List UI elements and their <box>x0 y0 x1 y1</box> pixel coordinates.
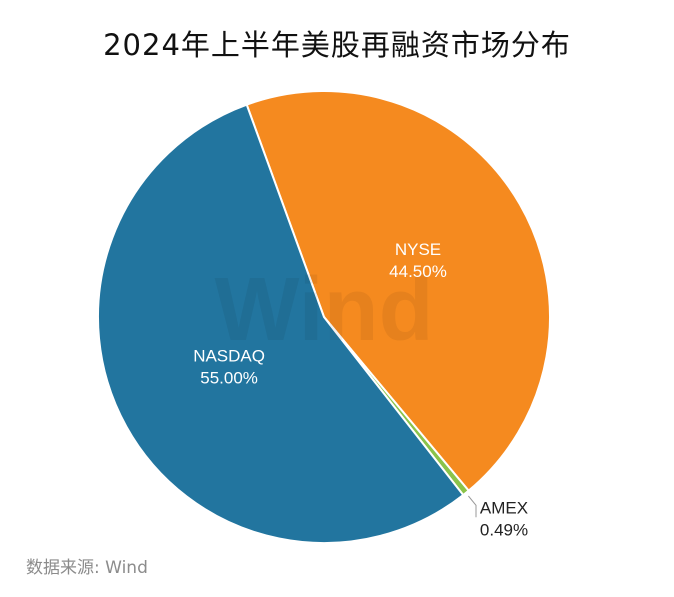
slice-value-nasdaq: 55.00% <box>200 369 258 388</box>
chart-title: 2024年上半年美股再融资市场分布 <box>103 28 571 62</box>
source-note: 数据来源: Wind <box>26 558 148 578</box>
slice-name-amex: AMEX <box>480 498 528 517</box>
pie-slice-nyse <box>245 90 552 493</box>
pie-slice-nasdaq <box>97 103 465 544</box>
slice-value-amex: 0.49% <box>480 520 528 539</box>
slice-name-nyse: NYSE <box>395 240 441 259</box>
slice-value-nyse: 44.50% <box>389 262 447 281</box>
watermark: Wind <box>214 260 433 360</box>
slice-name-nasdaq: NASDAQ <box>193 347 265 366</box>
leader-line-amex <box>468 495 477 518</box>
